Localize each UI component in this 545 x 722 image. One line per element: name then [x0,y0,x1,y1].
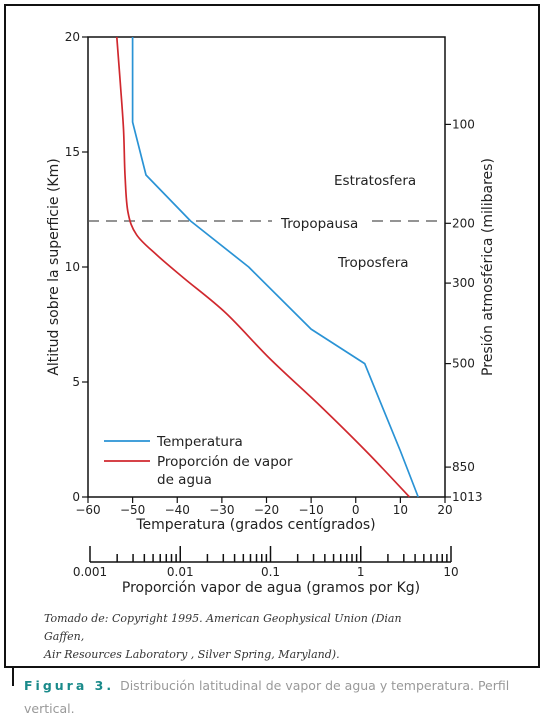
x-tick-label: −30 [209,503,234,517]
troposphere-label: Troposfera [337,255,409,271]
secondary-ticks: 0.001 0.01 0.1 1 10 [73,546,459,579]
y-tick-label: 0 [72,490,80,504]
source-line-2: Air Resources Laboratory , Silver Spring… [44,648,340,661]
x-tick-label: 20 [437,503,452,517]
pressure-tick-label: 100 [452,117,475,131]
source-line-1: Tomado de: Copyright 1995. American Geop… [44,612,402,643]
pressure-tick-label: 200 [452,216,475,230]
y-axis-right-title: Presión atmosférica (milibares) [480,158,496,376]
figure-label: Figura 3. [24,678,115,693]
secondary-tick-label: 0.1 [261,565,280,579]
x-tick-label: 0 [352,503,360,517]
x-tick-label: −20 [254,503,279,517]
x-tick-label: −50 [120,503,145,517]
secondary-tick-label: 0.001 [73,565,107,579]
pressure-tick-label: 850 [452,460,475,474]
pressure-tick-label: 300 [452,276,475,290]
legend-vapor-label-line2: de agua [157,472,212,488]
y-tick-label: 10 [65,260,80,274]
secondary-tick-label: 0.01 [167,565,194,579]
x-tick-label: −60 [75,503,100,517]
x-axis-title: Temperatura (grados centígrados) [135,517,375,533]
tropopause-label: Tropopausa [280,216,358,232]
pressure-tick-label: 1013 [452,490,483,504]
y-tick-label: 5 [72,375,80,389]
vapor-series-line [115,36,411,498]
temperature-series-line [131,37,419,498]
y-tick-label: 20 [65,30,80,44]
x-tick-label: −10 [298,503,323,517]
x-tick-label: 10 [393,503,408,517]
legend-temperature-label: Temperatura [156,434,243,450]
secondary-axis-title: Proporción vapor de agua (gramos por Kg) [122,580,420,596]
y-tick-label: 15 [65,145,80,159]
x-tick-label: −40 [165,503,190,517]
caption-rule [12,666,14,686]
y-axis-left-title: Altitud sobre la superficie (Km) [46,158,62,375]
stratosphere-label: Estratosfera [334,173,416,189]
figure-caption: Figura 3. Distribución latitudinal de vap… [24,674,540,720]
pressure-tick-label: 500 [452,357,475,371]
legend: Temperatura Proporción de vapor de agua [104,434,293,488]
secondary-tick-label: 1 [357,565,365,579]
source-note: Tomado de: Copyright 1995. American Geop… [44,610,444,664]
secondary-tick-label: 10 [443,565,458,579]
legend-vapor-label-line1: Proporción de vapor [157,454,293,470]
caption-text: Distribución latitudinal de vapor de agu… [24,678,510,716]
